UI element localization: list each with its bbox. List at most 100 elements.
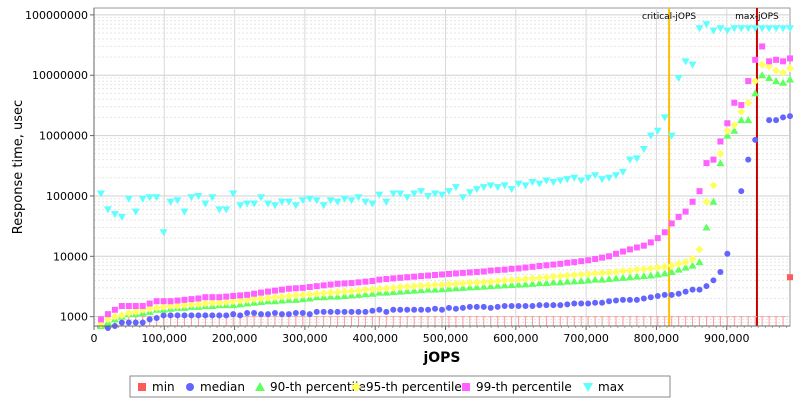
data-point [361,285,370,294]
data-point [424,281,433,290]
data-point [751,77,760,86]
data-point [522,303,529,310]
data-point [772,25,781,33]
data-point [787,55,793,62]
data-point [514,280,523,288]
data-point [111,306,118,313]
data-point [291,291,300,300]
data-point [223,293,230,300]
data-point [355,279,362,286]
data-point [786,25,794,33]
data-point [717,268,724,275]
series-max [96,21,794,237]
data-point [737,116,746,124]
data-point [439,306,445,313]
data-point [618,168,627,176]
data-point [487,304,494,311]
data-point [444,280,453,289]
data-point [508,303,515,310]
data-point [556,177,565,185]
data-point [152,194,161,202]
data-point [250,295,259,304]
data-point [584,174,593,182]
x-axis-title: jOPS [422,350,460,366]
data-point [598,268,607,277]
data-point [542,279,551,287]
data-point [118,319,125,326]
data-point [717,138,724,145]
data-point [563,176,572,184]
series-median [104,113,793,331]
data-point [738,102,745,109]
data-point [417,281,426,290]
data-point [674,265,683,273]
data-point [452,305,459,312]
data-point [515,303,522,310]
data-point [465,278,474,287]
data-point [110,211,119,219]
legend-item: 99-th percentile [462,380,572,394]
data-point [493,184,502,192]
data-point [368,200,377,208]
data-point [500,281,509,289]
data-point [618,267,627,276]
data-point [486,282,495,290]
y-axis-title: Response time, usec [11,100,26,234]
x-tick-label: 600,000 [493,332,539,345]
data-point [556,272,565,281]
legend-item: 90-th percentile [255,380,366,394]
data-point [410,282,419,291]
data-point [104,311,111,318]
data-point [146,316,153,323]
data-point [745,156,752,163]
data-point [619,296,626,303]
data-point [570,277,579,285]
data-point [465,283,474,291]
data-point [542,273,551,282]
data-point [244,291,251,298]
data-point [577,270,586,279]
data-point [480,303,487,310]
data-point [487,267,494,274]
data-point [124,195,133,203]
data-point [278,311,285,318]
data-point [284,198,293,206]
y-tick-label: 100000000 [25,9,88,22]
data-point [639,272,648,280]
data-point [215,298,224,307]
data-point [187,194,196,202]
data-point [180,208,189,216]
data-point [445,270,452,277]
data-point [410,190,419,198]
x-tick-label: 200,000 [212,332,258,345]
data-point [723,126,732,135]
data-point [660,262,669,271]
data-point [535,279,544,287]
data-point [787,113,793,120]
data-point [724,120,731,127]
data-point [291,202,300,210]
data-point [466,303,473,310]
data-point [320,308,327,315]
data-point [682,288,689,295]
data-point [312,197,321,205]
data-point [270,202,279,210]
data-point [201,299,210,308]
data-point [494,267,501,274]
data-point [508,265,515,272]
data-point [334,308,341,315]
data-point [599,299,606,306]
data-point [493,281,502,289]
data-point [466,269,473,276]
data-point [752,136,759,143]
data-point [298,290,307,299]
data-point [258,311,265,318]
data-point [362,308,369,315]
data-point [229,297,238,306]
data-point [195,312,202,319]
data-point [744,116,753,124]
data-point [577,276,586,284]
data-point [125,303,132,310]
data-point [529,303,536,310]
data-point [341,308,348,315]
